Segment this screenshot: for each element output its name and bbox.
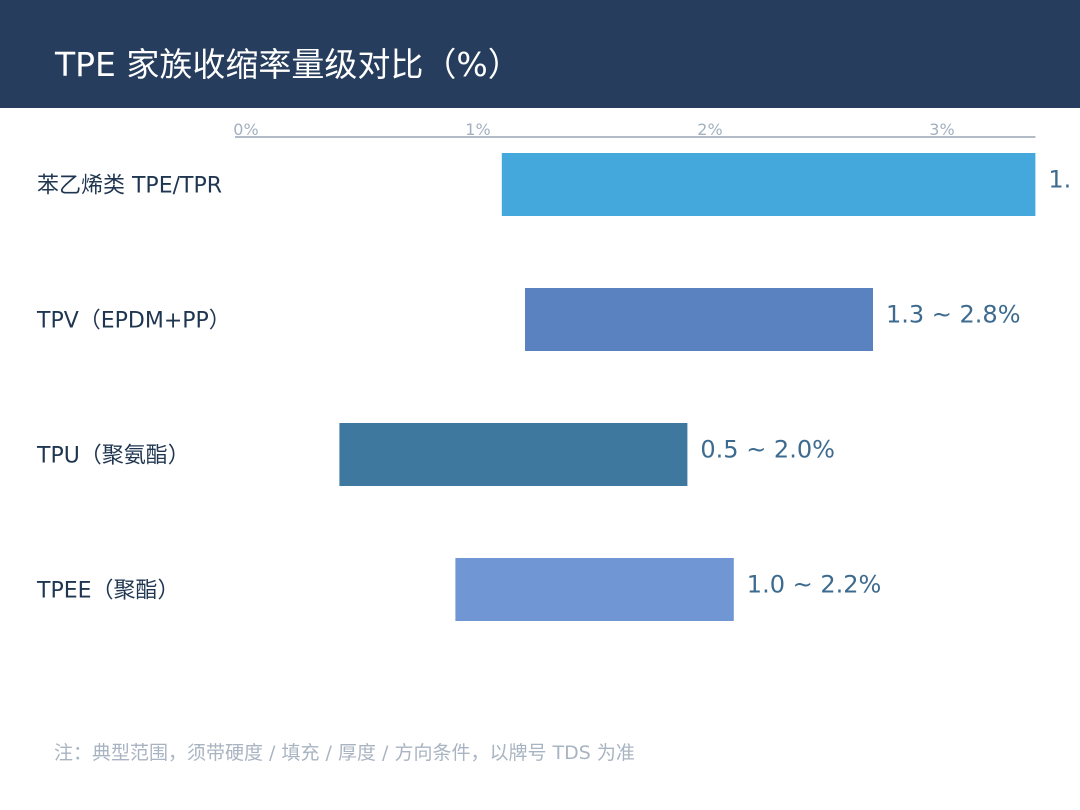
range-bar <box>455 558 734 621</box>
range-bar <box>501 153 1036 216</box>
data-label: 1. <box>1048 166 1071 194</box>
category-label: 苯乙烯类 TPE/TPR <box>37 174 222 199</box>
footnote: 注：典型范围，须带硬度 / 填充 / 厚度 / 方向条件，以牌号 TDS 为准 <box>54 742 635 764</box>
range-bar <box>525 288 873 351</box>
x-tick-label: 2% <box>697 120 722 139</box>
x-tick-label: 0% <box>233 120 258 139</box>
data-label: 0.5 ~ 2.0% <box>700 436 835 464</box>
page-title: TPE 家族收缩率量级对比（%） <box>55 45 521 84</box>
x-tick-label: 3% <box>929 120 954 139</box>
range-bar-chart: 0% 1% 2% 3% 苯乙烯类 TPE/TPR 1. TPV（EPDM+PP） 1.3 ~ … <box>36 120 1071 621</box>
range-bar <box>339 423 688 486</box>
x-tick-label: 1% <box>465 120 490 139</box>
data-label: 1.3 ~ 2.8% <box>886 301 1021 329</box>
category-label: TPU（聚氨酯） <box>36 444 190 469</box>
data-label: 1.0 ~ 2.2% <box>747 571 882 599</box>
title-bar: TPE 家族收缩率量级对比（%） <box>0 0 1080 108</box>
category-label: TPEE（聚酯） <box>36 579 180 604</box>
category-label: TPV（EPDM+PP） <box>36 309 231 334</box>
